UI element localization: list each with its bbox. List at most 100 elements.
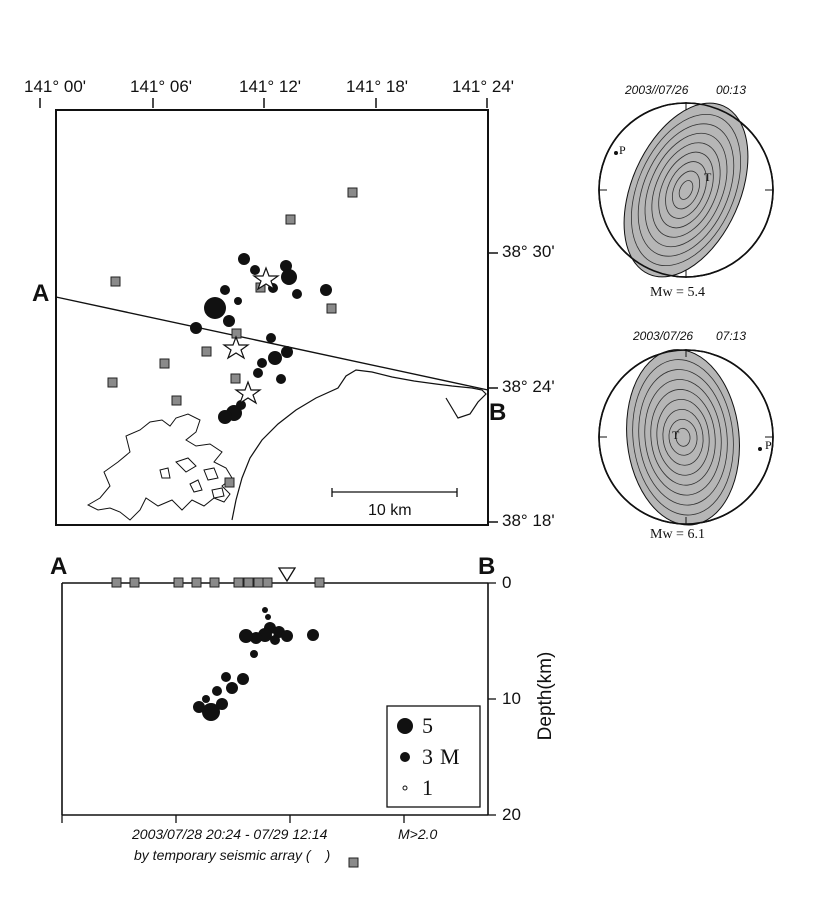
epicenter <box>257 358 267 368</box>
epicenter <box>276 374 286 384</box>
hypocenter <box>250 650 258 658</box>
legend-symbol-medium <box>400 752 410 762</box>
compressional-quadrant <box>626 349 740 526</box>
lat-label: 38° 24' <box>502 377 555 396</box>
epicenter <box>234 297 242 305</box>
focal-mechanism-1 <box>598 102 774 278</box>
hypocenter <box>221 672 231 682</box>
depth-tick-20: 20 <box>502 805 521 824</box>
caption-source-text: by temporary seismic array ( <box>134 847 311 863</box>
station <box>230 373 241 384</box>
legend-value-1: 1 <box>422 775 433 800</box>
station <box>201 346 212 357</box>
depth-ticks <box>61 582 496 823</box>
mech1-date: 2003//07/26 <box>625 83 689 97</box>
epicenter <box>268 351 282 365</box>
station <box>173 577 184 588</box>
hypocenter <box>226 682 238 694</box>
hypocenter <box>237 673 249 685</box>
station <box>159 358 170 369</box>
station <box>224 477 235 488</box>
scale-label: 10 km <box>368 502 412 519</box>
scale-bar <box>331 488 458 497</box>
epicenter <box>253 368 263 378</box>
hypocenter <box>281 630 293 642</box>
hypocenter <box>212 686 222 696</box>
epicenter <box>190 322 202 334</box>
station <box>110 276 121 287</box>
epicenters <box>190 253 332 424</box>
hypocenters <box>193 607 319 721</box>
station <box>209 577 220 588</box>
mech2-p-label: P <box>765 438 772 452</box>
station <box>253 577 264 588</box>
map-point-a-label: A <box>32 280 50 307</box>
epicenter <box>250 265 260 275</box>
hypocenter <box>202 703 220 721</box>
station <box>347 187 358 198</box>
epicenter <box>292 289 302 299</box>
hypocenter <box>239 629 253 643</box>
station <box>129 577 140 588</box>
station <box>111 577 122 588</box>
hypocenter <box>202 695 210 703</box>
hypocenter <box>216 698 228 710</box>
epicenter <box>238 253 250 265</box>
section-point-a-label: A <box>50 553 68 580</box>
station <box>243 577 254 588</box>
focal-mechanism-2 <box>598 349 774 526</box>
depth-tick-0: 0 <box>502 573 512 592</box>
lon-label: 141° 06' <box>130 77 193 96</box>
hypocenter <box>193 701 205 713</box>
epicenter <box>223 315 235 327</box>
coastline <box>231 369 487 521</box>
profile-line-ab <box>55 296 489 391</box>
compressional-quadrant <box>623 102 749 278</box>
mech2-t-label: T <box>672 428 680 442</box>
section-point-b-label: B <box>478 553 496 580</box>
bay-islands <box>159 457 225 499</box>
epicenter <box>220 285 230 295</box>
mech1-time: 00:13 <box>716 83 747 97</box>
legend-symbol-small <box>402 785 408 791</box>
legend-value-3: 3 <box>422 744 433 769</box>
mech1-t-label: T <box>704 170 712 184</box>
caption-period: 2003/07/28 20:24 - 07/29 12:14 <box>132 826 328 842</box>
seismic-stations <box>107 187 358 488</box>
depth-axis-label: Depth(km) <box>535 651 556 741</box>
hypocenter <box>270 635 280 645</box>
mech1-mw: Mw = 5.4 <box>650 285 705 300</box>
station <box>191 577 202 588</box>
legend-unit-m: M <box>440 744 460 769</box>
lat-label: 38° 18' <box>502 511 555 530</box>
station <box>233 577 244 588</box>
hypocenter <box>307 629 319 641</box>
profile-crossing-marker <box>277 567 297 583</box>
mainshock-stars <box>222 266 280 405</box>
map-top-ticks <box>39 98 488 108</box>
lon-label: 141° 24' <box>452 77 515 96</box>
section-stations <box>111 577 325 588</box>
lon-label: 141° 18' <box>346 77 409 96</box>
hypocenter <box>265 614 271 620</box>
caption-station-icon <box>348 857 359 868</box>
caption-source: by temporary seismic array () <box>134 847 331 863</box>
hypocenter <box>262 607 268 613</box>
lat-label: 38° 30' <box>502 242 555 261</box>
station <box>107 377 118 388</box>
epicenter <box>218 410 232 424</box>
station <box>326 303 337 314</box>
inlet-coast <box>86 413 233 521</box>
lon-label: 141° 12' <box>239 77 302 96</box>
map-frame <box>55 109 489 526</box>
mech1-p-label: P <box>619 143 626 157</box>
hypocenter <box>250 632 262 644</box>
station <box>285 214 296 225</box>
star <box>252 266 280 291</box>
legend-value-5: 5 <box>422 713 433 738</box>
epicenter <box>266 333 276 343</box>
legend-symbol-large <box>397 718 413 734</box>
map-point-b-label: B <box>489 399 507 426</box>
epicenter <box>236 400 246 410</box>
